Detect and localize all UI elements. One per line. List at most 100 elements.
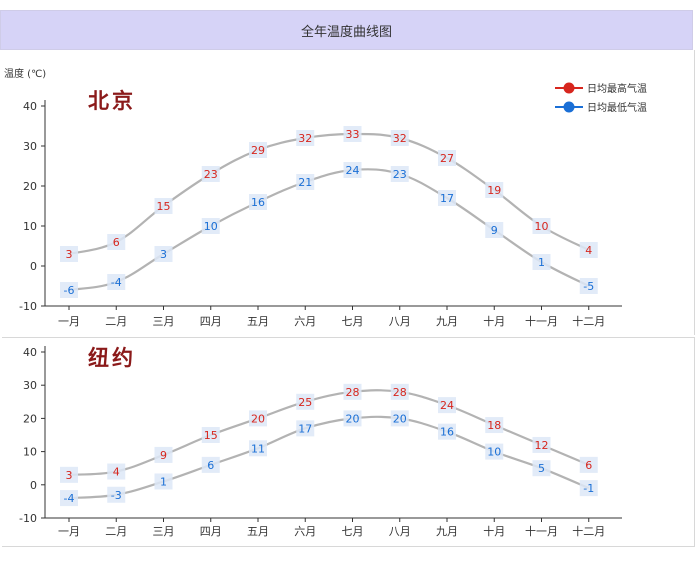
data-label: 5: [538, 462, 545, 475]
data-label: 3: [66, 469, 73, 482]
data-label: 20: [251, 412, 265, 425]
x-tick-label: 一月: [58, 525, 80, 538]
data-label: 32: [393, 132, 407, 145]
data-point-marker: [201, 427, 220, 443]
x-tick-label: 十一月: [525, 314, 558, 328]
data-label: 33: [346, 128, 360, 141]
data-label: 24: [346, 164, 360, 177]
data-label: 6: [585, 459, 592, 472]
data-label: 23: [393, 168, 407, 181]
x-tick-label: 七月: [342, 525, 364, 538]
data-point-marker: [249, 440, 267, 457]
y-tick-label: 20: [23, 180, 37, 193]
y-tick-label: 30: [23, 140, 37, 153]
data-label: 17: [440, 192, 454, 205]
data-point-marker: [438, 150, 456, 166]
data-label: 17: [298, 422, 312, 435]
data-label: -4: [111, 276, 122, 289]
x-tick-label: 二月: [105, 315, 127, 328]
x-tick-label: 六月: [294, 525, 316, 538]
top-panel-frame: [2, 50, 695, 335]
x-tick-label: 十一月: [525, 524, 558, 538]
data-label: 10: [487, 446, 501, 459]
data-label: 6: [113, 236, 120, 249]
data-point-marker: [532, 460, 551, 477]
chart-panel-1: -10 0 10 20 30 40 一月 二月 三月 四月 五月 六月 七月 八月 九月 十月 十一月 十二月 温度…: [4, 67, 647, 328]
data-point-marker: [343, 162, 362, 178]
data-point-marker: [107, 486, 126, 503]
data-label: -5: [583, 280, 594, 293]
data-point-marker: [438, 397, 456, 414]
data-label: 16: [440, 426, 454, 439]
x-tick-label: 十月: [483, 314, 505, 328]
data-label: -3: [111, 489, 122, 502]
x-tick-label: 四月: [200, 525, 222, 538]
city-label: 北京: [88, 88, 136, 113]
y-tick-label: -10: [19, 512, 37, 525]
data-label: 32: [298, 132, 312, 145]
data-point-marker: [60, 282, 78, 298]
data-label: 25: [298, 396, 312, 409]
data-label: -6: [64, 284, 75, 297]
data-point-marker: [154, 246, 173, 262]
data-label: 11: [251, 442, 265, 455]
x-tick-label: 一月: [58, 315, 80, 328]
data-point-marker: [296, 420, 315, 437]
x-tick-label: 二月: [105, 525, 127, 538]
legend-item: 日均最高气温: [555, 82, 647, 95]
data-label: 18: [487, 419, 501, 432]
x-tick-label: 四月: [200, 315, 222, 328]
data-point-marker: [343, 383, 362, 400]
data-point-marker: [154, 446, 173, 463]
legend-marker: [563, 82, 575, 94]
data-label: 9: [491, 224, 498, 237]
data-point-marker: [485, 182, 504, 198]
y-tick-label: 40: [23, 100, 37, 113]
data-point-marker: [485, 222, 504, 238]
data-label: 10: [535, 220, 549, 233]
data-point-marker: [296, 174, 315, 190]
data-label: 27: [440, 152, 454, 165]
data-label: 3: [160, 248, 167, 261]
data-label: 16: [251, 196, 265, 209]
data-point-marker: [579, 242, 598, 258]
x-tick-label: 三月: [153, 315, 175, 328]
data-point-marker: [485, 443, 504, 460]
data-point-marker: [249, 410, 267, 427]
data-label: 15: [157, 200, 171, 213]
data-point-marker: [154, 198, 173, 214]
legend-label: 日均最低气温: [587, 101, 647, 114]
data-label: -4: [64, 492, 75, 505]
y-tick-label: 10: [23, 220, 37, 233]
data-point-marker: [201, 218, 220, 234]
data-label: 4: [113, 466, 120, 479]
series-line-low: [68, 168, 590, 292]
y-tick-label: 10: [23, 446, 37, 459]
data-label: 28: [393, 386, 407, 399]
data-label: 4: [585, 244, 592, 257]
data-label: -1: [583, 482, 594, 495]
y-axis-label: 温度 (℃): [4, 67, 46, 80]
data-point-marker: [201, 456, 220, 473]
data-point-marker: [532, 218, 551, 234]
series-line-high: [68, 389, 590, 476]
data-label: 10: [204, 220, 218, 233]
chart-title: 全年温度曲线图: [300, 24, 392, 40]
data-point-marker: [201, 166, 220, 182]
data-point-marker: [154, 473, 173, 490]
data-label: 15: [204, 429, 218, 442]
data-point-marker: [343, 410, 362, 427]
x-tick-label: 八月: [389, 315, 411, 328]
data-label: 12: [535, 439, 549, 452]
data-point-marker: [579, 456, 598, 473]
data-point-marker: [532, 254, 551, 270]
data-point-marker: [438, 423, 456, 440]
data-label: 19: [487, 184, 501, 197]
data-point-marker: [390, 166, 409, 182]
x-tick-label: 三月: [153, 525, 175, 538]
data-label: 24: [440, 399, 454, 412]
data-point-marker: [296, 393, 315, 410]
y-tick-label: 20: [23, 412, 37, 425]
x-tick-label: 十二月: [572, 524, 605, 538]
